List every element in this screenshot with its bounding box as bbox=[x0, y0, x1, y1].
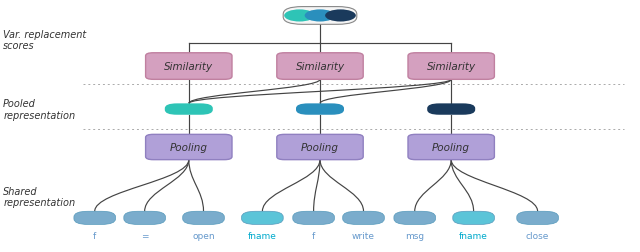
Text: Pooled
representation: Pooled representation bbox=[3, 99, 76, 120]
FancyBboxPatch shape bbox=[283, 8, 357, 25]
FancyBboxPatch shape bbox=[183, 211, 225, 225]
FancyBboxPatch shape bbox=[241, 211, 283, 225]
FancyBboxPatch shape bbox=[408, 135, 494, 160]
FancyBboxPatch shape bbox=[394, 211, 436, 225]
FancyBboxPatch shape bbox=[146, 53, 232, 80]
Ellipse shape bbox=[305, 10, 335, 22]
FancyBboxPatch shape bbox=[277, 53, 364, 80]
FancyBboxPatch shape bbox=[146, 135, 232, 160]
FancyBboxPatch shape bbox=[453, 211, 494, 225]
Text: write: write bbox=[352, 231, 375, 240]
FancyBboxPatch shape bbox=[296, 104, 344, 115]
Text: Similarity: Similarity bbox=[296, 62, 344, 72]
Text: fname: fname bbox=[459, 231, 488, 240]
FancyBboxPatch shape bbox=[408, 53, 494, 80]
Text: Pooling: Pooling bbox=[432, 142, 470, 152]
FancyBboxPatch shape bbox=[292, 211, 334, 225]
FancyBboxPatch shape bbox=[517, 211, 559, 225]
FancyBboxPatch shape bbox=[124, 211, 165, 225]
Text: Similarity: Similarity bbox=[164, 62, 213, 72]
Text: fname: fname bbox=[248, 231, 277, 240]
Text: Var. replacement
scores: Var. replacement scores bbox=[3, 29, 86, 51]
Text: =: = bbox=[141, 231, 148, 240]
FancyBboxPatch shape bbox=[277, 135, 364, 160]
Text: Shared
representation: Shared representation bbox=[3, 186, 76, 207]
Text: open: open bbox=[192, 231, 215, 240]
Text: f: f bbox=[312, 231, 316, 240]
Ellipse shape bbox=[284, 10, 315, 22]
Text: close: close bbox=[526, 231, 549, 240]
FancyBboxPatch shape bbox=[165, 104, 212, 115]
Text: f: f bbox=[93, 231, 97, 240]
Text: Similarity: Similarity bbox=[427, 62, 476, 72]
FancyBboxPatch shape bbox=[428, 104, 475, 115]
FancyBboxPatch shape bbox=[74, 211, 115, 225]
Text: msg: msg bbox=[405, 231, 424, 240]
Text: Pooling: Pooling bbox=[301, 142, 339, 152]
Text: Pooling: Pooling bbox=[170, 142, 208, 152]
FancyBboxPatch shape bbox=[343, 211, 385, 225]
Ellipse shape bbox=[325, 10, 356, 22]
